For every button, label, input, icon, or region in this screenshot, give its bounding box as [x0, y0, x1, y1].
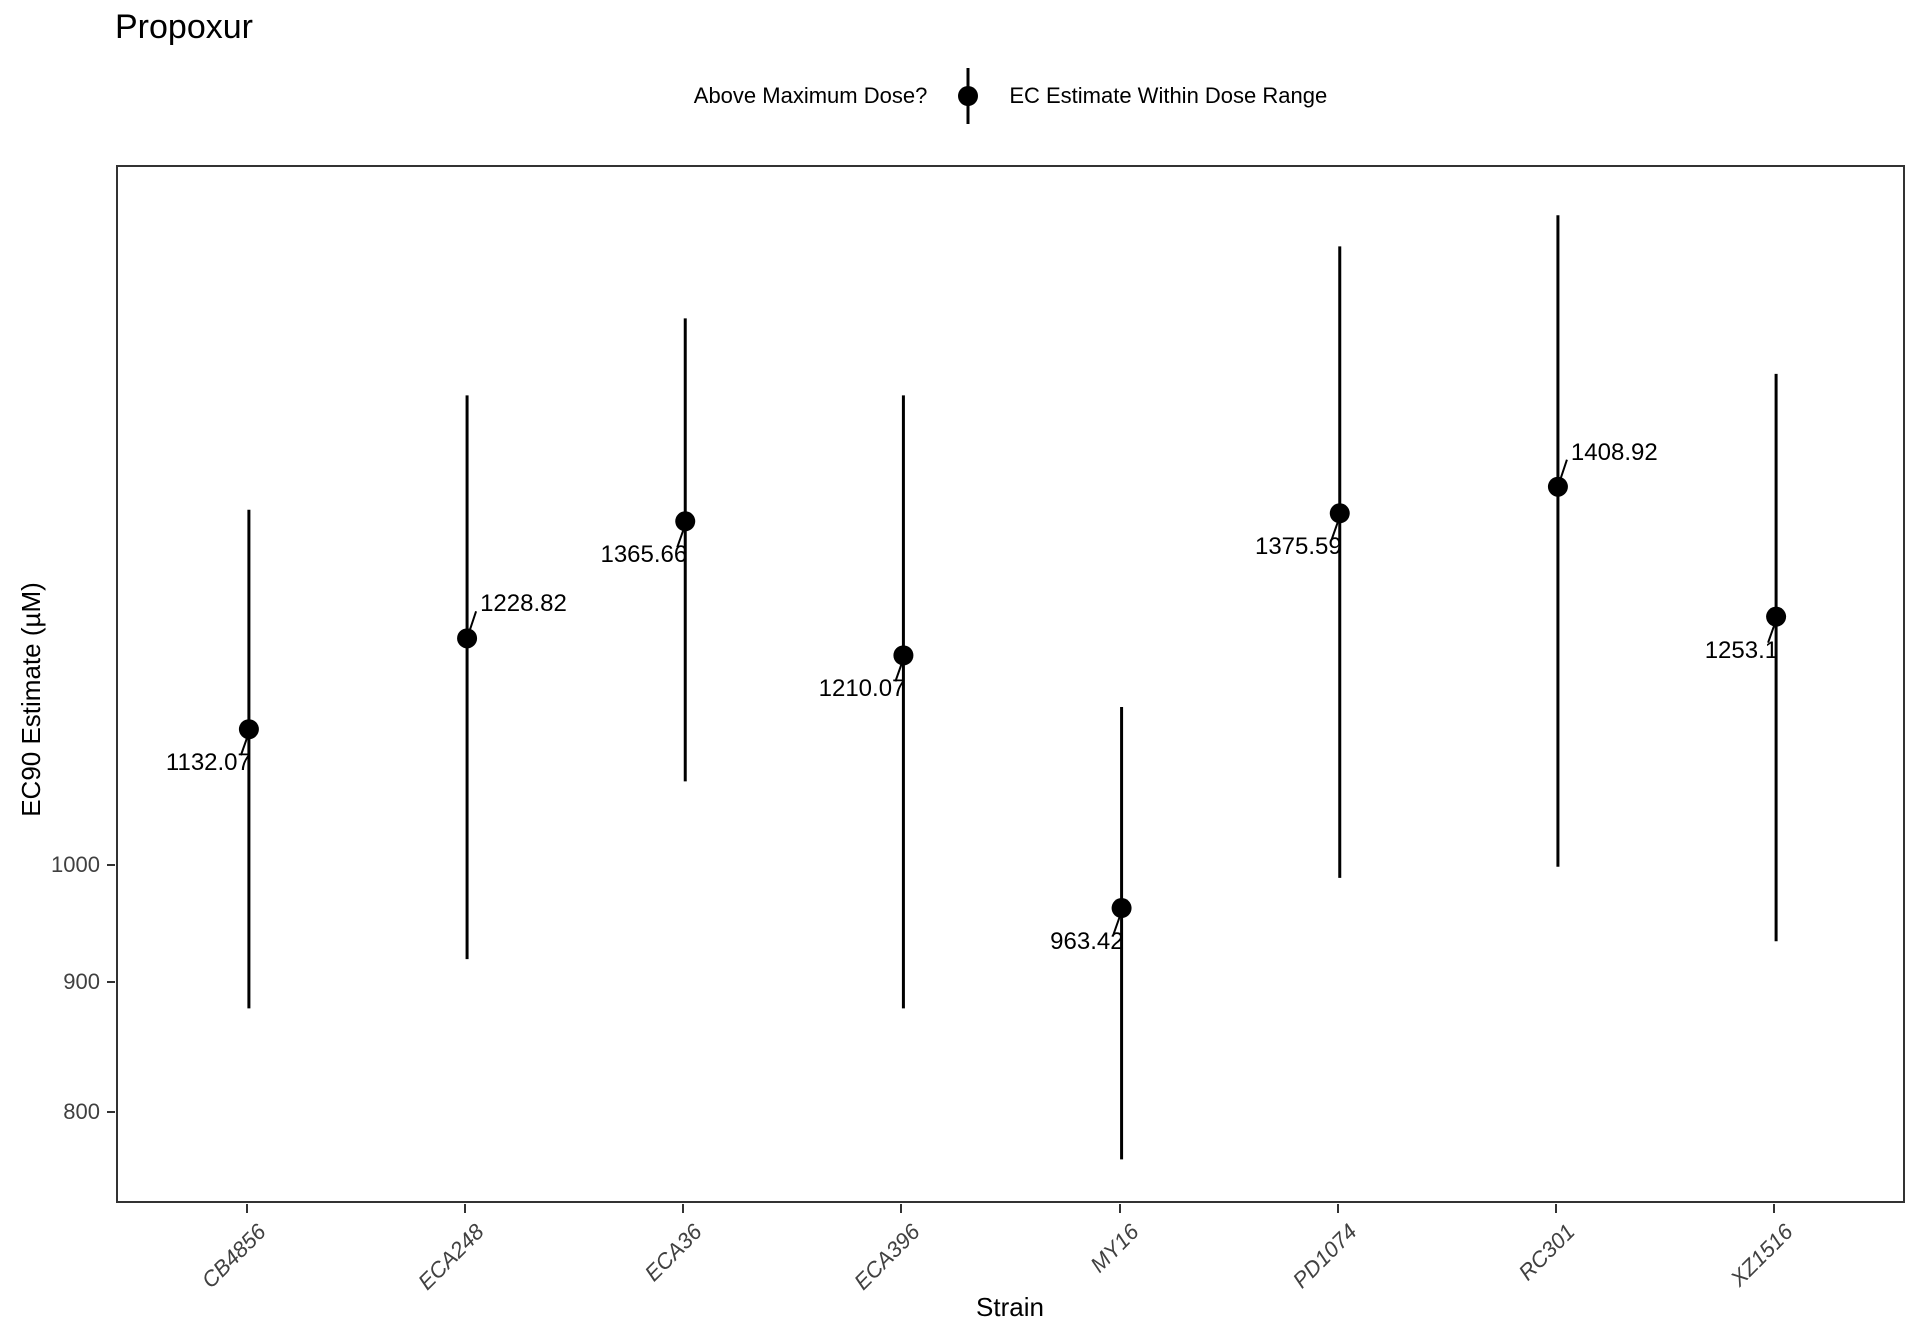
point-label-MY16: 963.42	[1050, 928, 1124, 956]
x-axis-tick-label: ECA36	[639, 1219, 707, 1286]
label-leader-ECA36	[676, 529, 685, 548]
label-leader-CB4856	[239, 737, 248, 756]
y-axis-tick-label: 1000	[51, 851, 100, 877]
y-axis-tick-label: 900	[63, 968, 100, 994]
estimate-dot-XZ1516	[1766, 606, 1787, 627]
point-label-XZ1516: 1253.1	[1704, 636, 1779, 664]
label-leader-RC301	[1559, 459, 1568, 479]
point-label-RC301: 1408.92	[1570, 438, 1658, 466]
x-axis-tick	[464, 1204, 467, 1213]
x-axis-tick	[1773, 1204, 1776, 1213]
x-axis-tick	[682, 1204, 685, 1213]
estimate-dot-ECA36	[675, 511, 696, 532]
estimate-dot-ECA248	[457, 628, 478, 649]
y-axis-tick	[107, 980, 115, 983]
x-axis-tick-label: XZ1516	[1725, 1219, 1798, 1292]
estimate-dot-ECA396	[893, 645, 914, 666]
x-axis-title: Strain	[976, 1292, 1044, 1322]
legend-key-dot	[958, 86, 979, 106]
label-leader-PD1074	[1330, 521, 1339, 540]
label-leader-MY16	[1112, 916, 1121, 935]
y-axis-tick-label: 800	[63, 1099, 100, 1125]
plot-panel: 1132.07 1228.82 1365.66 1210.07 963.42 1375.5…	[116, 165, 1905, 1203]
legend-item-label: EC Estimate Within Dose Range	[1009, 83, 1328, 108]
legend-title: Above Maximum Dose?	[693, 83, 928, 108]
point-label-ECA248: 1228.82	[480, 590, 567, 618]
x-axis-tick	[1118, 1204, 1121, 1213]
x-axis-tick-label: MY16	[1084, 1219, 1144, 1278]
page-title: Propoxur	[115, 8, 253, 46]
point-label-PD1074: 1375.59	[1254, 533, 1342, 561]
y-axis-tick	[107, 1111, 115, 1114]
y-axis-title: EC90 Estimate (µM)	[15, 582, 46, 817]
label-leader-ECA248	[469, 611, 478, 630]
x-axis-tick	[245, 1204, 248, 1213]
x-axis-tick	[1554, 1204, 1557, 1213]
pointrange-layer	[238, 215, 1787, 1160]
y-axis-tick	[107, 863, 115, 866]
estimate-dot-RC301	[1547, 476, 1568, 497]
x-axis-tick-label: PD1074	[1287, 1219, 1362, 1293]
x-axis-tick-label: ECA248	[413, 1219, 489, 1295]
x-axis-tick	[900, 1204, 903, 1213]
estimate-dot-MY16	[1111, 898, 1132, 919]
legend: Above Maximum Dose? EC Estimate Within D…	[116, 64, 1905, 128]
point-label-ECA36: 1365.66	[600, 541, 688, 569]
label-leader-XZ1516	[1767, 625, 1776, 643]
x-axis-tick	[1336, 1204, 1339, 1213]
x-axis-tick-label: RC301	[1513, 1219, 1580, 1286]
label-leader-ECA396	[894, 664, 903, 682]
point-label-ECA396: 1210.07	[818, 675, 906, 703]
x-axis-tick-label: ECA396	[849, 1219, 926, 1295]
estimate-dot-CB4856	[238, 719, 259, 740]
pointrange-key-icon	[955, 65, 981, 127]
estimate-dot-PD1074	[1329, 503, 1350, 524]
x-axis-tick-label: CB4856	[196, 1219, 271, 1293]
point-label-CB4856: 1132.07	[165, 749, 251, 777]
